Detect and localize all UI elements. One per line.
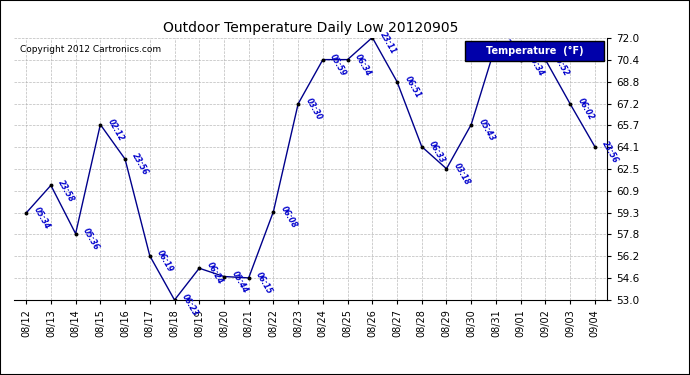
Text: 23:59: 23:59	[502, 37, 521, 62]
Text: 06:23: 06:23	[180, 293, 200, 318]
Point	[466, 122, 477, 128]
Text: 05:34: 05:34	[526, 53, 546, 78]
Text: 05:43: 05:43	[477, 117, 497, 142]
Point	[169, 297, 180, 303]
Text: Copyright 2012 Cartronics.com: Copyright 2012 Cartronics.com	[20, 45, 161, 54]
Point	[21, 210, 32, 216]
Text: 05:52: 05:52	[551, 53, 571, 78]
Point	[564, 101, 575, 107]
Point	[367, 34, 378, 40]
Text: 06:24: 06:24	[205, 261, 224, 286]
Point	[515, 57, 526, 63]
Point	[268, 209, 279, 214]
Point	[46, 182, 57, 188]
Point	[342, 57, 353, 63]
Point	[293, 101, 304, 107]
Text: 03:18: 03:18	[452, 162, 472, 187]
Point	[589, 144, 600, 150]
Text: 05:59: 05:59	[328, 53, 348, 78]
Point	[194, 265, 205, 271]
Title: Outdoor Temperature Daily Low 20120905: Outdoor Temperature Daily Low 20120905	[163, 21, 458, 35]
Text: 06:19: 06:19	[155, 249, 175, 274]
Text: 23:11: 23:11	[378, 30, 397, 56]
Text: 23:58: 23:58	[57, 178, 76, 203]
Text: 06:34: 06:34	[353, 53, 373, 78]
FancyBboxPatch shape	[465, 42, 604, 61]
Point	[416, 144, 427, 150]
Point	[119, 156, 130, 162]
Point	[391, 79, 402, 85]
Text: Temperature  (°F): Temperature (°F)	[486, 46, 583, 56]
Text: 23:56: 23:56	[600, 140, 620, 165]
Point	[540, 57, 551, 63]
Text: 06:02: 06:02	[575, 96, 595, 122]
Text: 06:15: 06:15	[254, 271, 274, 296]
Point	[317, 57, 328, 63]
Point	[441, 166, 452, 172]
Text: 06:51: 06:51	[402, 74, 422, 100]
Text: 02:12: 02:12	[106, 117, 126, 142]
Point	[144, 253, 155, 259]
Text: 23:56: 23:56	[130, 152, 150, 177]
Point	[491, 41, 502, 47]
Point	[70, 231, 81, 237]
Text: 05:36: 05:36	[81, 226, 101, 252]
Text: 06:08: 06:08	[279, 204, 299, 230]
Text: 05:44: 05:44	[230, 269, 249, 294]
Point	[219, 273, 230, 279]
Text: 05:34: 05:34	[32, 206, 52, 231]
Point	[243, 275, 254, 281]
Point	[95, 122, 106, 128]
Text: 06:33: 06:33	[427, 140, 447, 165]
Text: 03:30: 03:30	[304, 96, 324, 122]
